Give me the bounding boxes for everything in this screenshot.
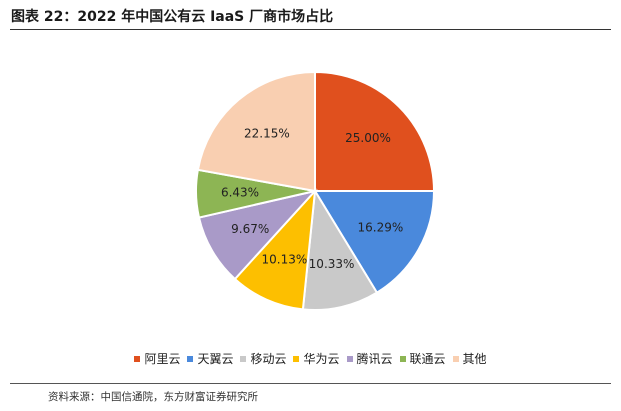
source-divider <box>10 383 611 384</box>
legend-swatch <box>452 355 459 362</box>
title-divider <box>10 29 611 30</box>
slice-data-label: 9.67% <box>231 222 269 236</box>
legend-item: 联通云 <box>399 350 446 367</box>
slice-data-label: 22.15% <box>244 126 290 140</box>
pie-slice-3 <box>301 187 379 311</box>
legend-label: 腾讯云 <box>356 352 393 366</box>
source-note: 资料来源：中国信通院，东方财富证券研究所 <box>48 391 258 403</box>
legend-item: 阿里云 <box>134 350 180 367</box>
pie-slice-7 <box>196 70 316 193</box>
legend-item: 其他 <box>452 350 487 367</box>
pie-slice-4 <box>233 188 317 311</box>
legend-label: 其他 <box>462 352 487 366</box>
slice-data-label: 25.00% <box>345 131 391 145</box>
chart-legend: 阿里云 天翼云 移动云 华为云 腾讯云 联通云 其他 <box>0 350 621 367</box>
pie-slice-1 <box>314 70 436 192</box>
legend-item: 腾讯云 <box>346 350 393 367</box>
legend-swatch <box>399 355 406 362</box>
legend-item: 移动云 <box>240 350 286 367</box>
legend-swatch <box>240 355 247 362</box>
legend-label: 联通云 <box>409 352 446 366</box>
slice-data-label: 10.33% <box>309 257 355 271</box>
legend-label: 华为云 <box>303 352 340 366</box>
legend-label: 移动云 <box>250 352 287 366</box>
chart-title: 图表 22：2022 年中国公有云 IaaS 厂商市场占比 <box>11 9 334 25</box>
slice-data-label: 10.13% <box>262 252 308 266</box>
slice-data-label: 6.43% <box>221 186 259 200</box>
legend-swatch <box>134 355 141 362</box>
legend-swatch <box>187 355 194 362</box>
legend-label: 阿里云 <box>144 352 181 366</box>
legend-swatch <box>293 355 300 362</box>
legend-item: 天翼云 <box>187 350 233 367</box>
pie-slice-2 <box>313 190 436 294</box>
slice-data-label: 16.29% <box>358 221 404 235</box>
legend-swatch <box>346 355 353 362</box>
legend-item: 华为云 <box>293 350 340 367</box>
legend-label: 天翼云 <box>197 352 234 366</box>
